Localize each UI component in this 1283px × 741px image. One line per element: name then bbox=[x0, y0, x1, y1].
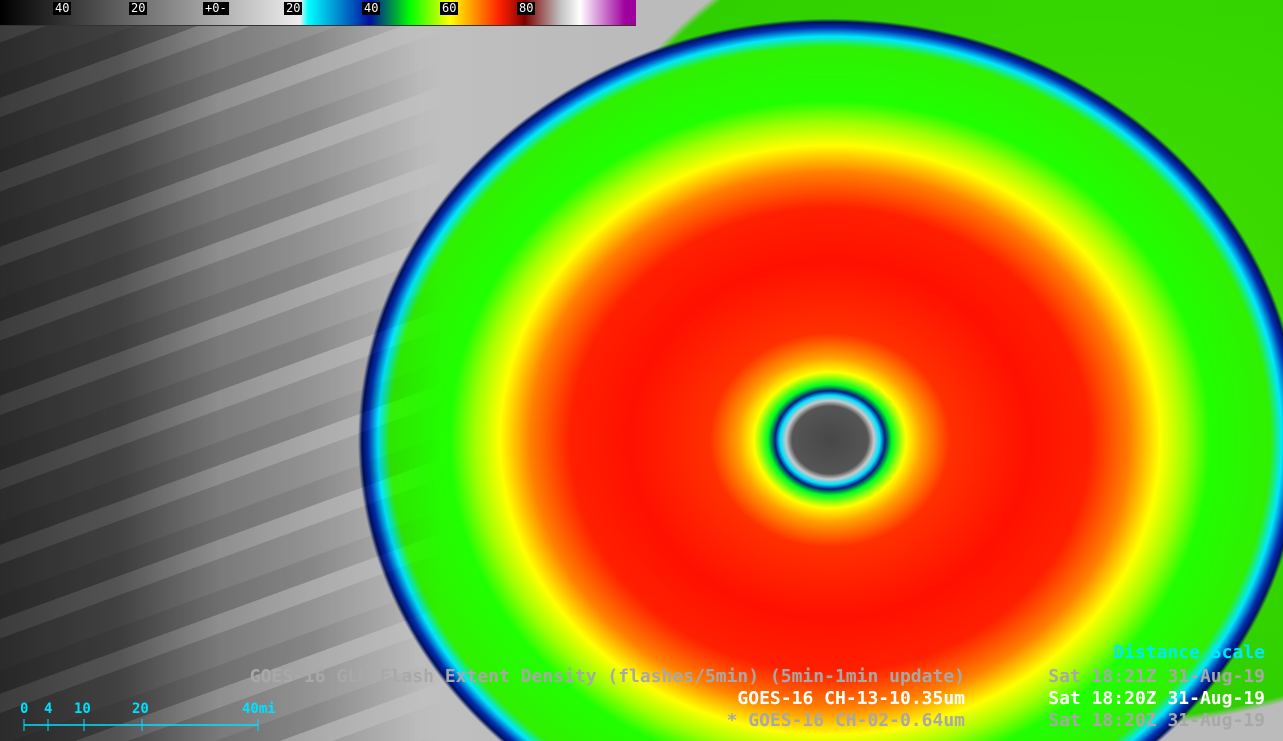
scale-label: 10 bbox=[74, 701, 91, 717]
caption-product: GOES-16 CH-13-10.35um bbox=[737, 688, 965, 709]
scale-label: 0 bbox=[20, 701, 29, 717]
colorbar-label: 40 bbox=[53, 1, 72, 15]
distance-scale-title: Distance Scale bbox=[1113, 642, 1265, 663]
scale-label: 40mi bbox=[242, 701, 276, 717]
scale-label: 20 bbox=[132, 701, 149, 717]
colorbar-label: 80 bbox=[517, 1, 536, 15]
caption-product: * GOES-16 CH-02-0.64um bbox=[726, 710, 965, 731]
colorbar-label: 60 bbox=[440, 1, 459, 15]
cloud-texture bbox=[0, 0, 520, 741]
scale-label: 4 bbox=[44, 701, 53, 717]
caption-time: Sat 18:20Z 31-Aug-19 bbox=[1048, 688, 1265, 709]
colorbar-label: 40 bbox=[362, 1, 381, 15]
colorbar-label: 20 bbox=[284, 1, 303, 15]
caption-time: Sat 18:21Z 31-Aug-19 bbox=[1048, 666, 1265, 687]
colorbar: 40 20 +0- 20 40 60 80 bbox=[0, 0, 636, 26]
caption-time: Sat 18:20Z 31-Aug-19 bbox=[1048, 710, 1265, 731]
colorbar-label: +0- bbox=[203, 1, 229, 15]
caption-product: GOES-16 GLM Flash Extent Density (flashe… bbox=[249, 666, 965, 687]
colorbar-label: 20 bbox=[129, 1, 148, 15]
